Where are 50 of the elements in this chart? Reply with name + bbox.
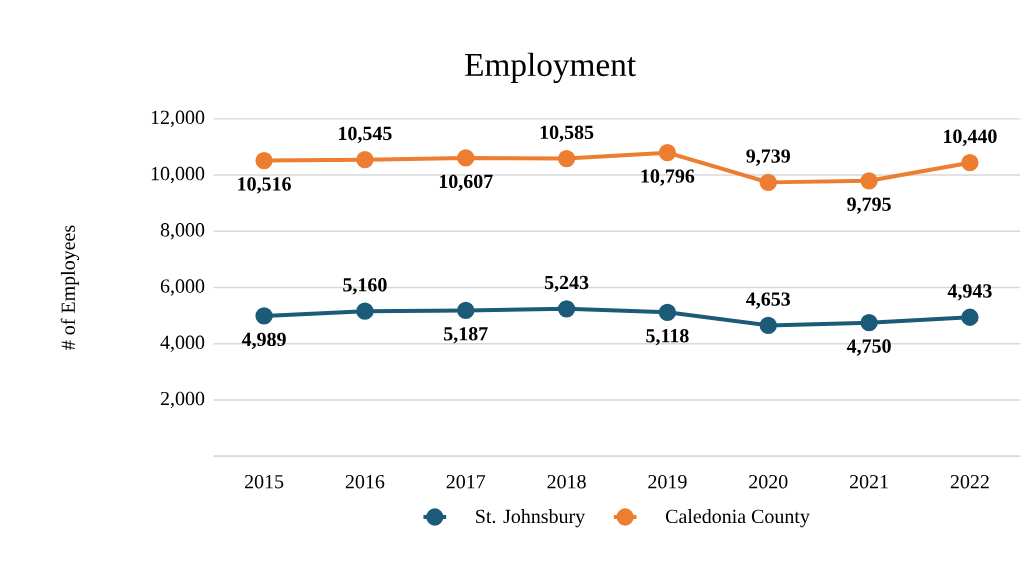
data-label: 10,796: [641, 169, 695, 186]
point: [557, 149, 576, 168]
point: [860, 314, 878, 332]
point: [356, 302, 374, 320]
point: [457, 149, 475, 167]
x-tick-label: 2015: [244, 474, 284, 489]
y-tick-label: 2,000: [160, 391, 205, 409]
point: [457, 301, 475, 320]
y-tick-label: 4,000: [160, 335, 205, 352]
point: [961, 153, 979, 172]
point: [658, 143, 677, 162]
data-label: 5,160: [343, 278, 387, 295]
chart-title: Employment: [465, 52, 636, 83]
legend-label: St. Johnsbury: [476, 509, 586, 528]
point: [356, 151, 374, 169]
x-tick-label: 2020: [749, 474, 788, 489]
legend-label: Caledonia County: [665, 509, 810, 528]
x-tick-label: 2021: [849, 474, 888, 489]
y-tick-label: 8,000: [160, 223, 205, 240]
data-label: 9,795: [847, 197, 891, 214]
x-tick-label: 2018: [547, 474, 586, 489]
y-axis-title: # of Employees: [60, 225, 80, 350]
data-label: 5,243: [544, 275, 589, 293]
point: [255, 151, 273, 170]
data-label: 4,653: [746, 292, 791, 309]
data-label: 10,440: [944, 129, 997, 146]
point: [557, 300, 576, 318]
data-label: 10,585: [540, 125, 594, 142]
point: [860, 172, 878, 190]
point: [759, 316, 777, 335]
point: [255, 307, 273, 325]
x-tick-label: 2017: [446, 474, 486, 489]
data-label: 5,187: [444, 327, 488, 344]
data-label: 9,739: [746, 149, 790, 166]
point: [759, 173, 777, 192]
y-tick-label: 6,000: [160, 279, 205, 296]
point: [961, 308, 979, 326]
y-tick-label: 12,000: [151, 110, 205, 127]
data-label: 4,943: [947, 284, 992, 301]
data-label: 10,545: [339, 126, 392, 144]
data-label: 10,607: [439, 174, 493, 192]
data-label: 4,989: [241, 332, 286, 349]
y-tick-label: 10,000: [151, 166, 205, 184]
x-tick-label: 2019: [648, 474, 687, 489]
x-tick-label: 2022: [950, 474, 989, 489]
data-label: 10,516: [238, 177, 291, 194]
x-tick-label: 2016: [345, 474, 385, 489]
data-label: 5,118: [646, 328, 689, 346]
point: [658, 303, 677, 321]
data-label: 4,750: [846, 339, 891, 356]
